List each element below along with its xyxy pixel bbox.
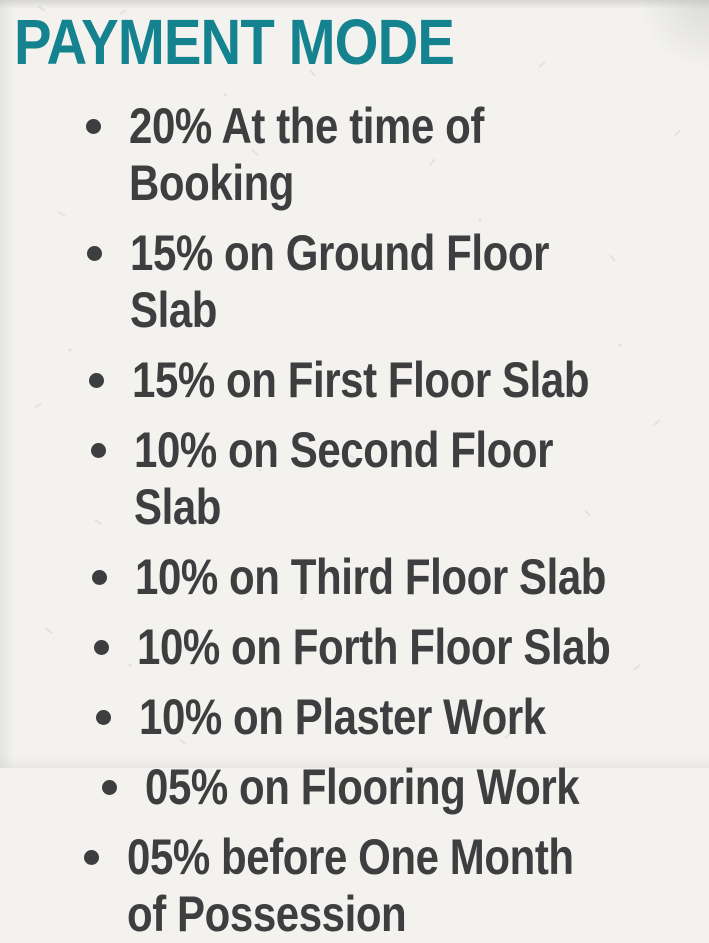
bullet-icon	[84, 850, 99, 865]
list-item-label: 10% on Second Floor Slab	[134, 422, 554, 535]
list-item-label: 15% on First Floor Slab	[132, 352, 590, 408]
list-item-label: 05% before One Month of Possession	[127, 829, 574, 942]
list-item: 05% before One Month of Possession	[84, 829, 709, 943]
list-item: 20% At the time of Booking	[86, 98, 709, 212]
list-item-label: 15% on Ground Floor Slab	[130, 225, 550, 338]
list-item-label: 10% on Plaster Work	[139, 689, 546, 745]
list-item-label: 20% At the time of Booking	[129, 98, 484, 211]
payment-list: 20% At the time of Booking 15% on Ground…	[0, 98, 709, 943]
bullet-icon	[94, 640, 109, 655]
list-item: 15% on Ground Floor Slab	[87, 225, 709, 339]
bullet-icon	[92, 570, 107, 585]
bullet-icon	[102, 780, 117, 795]
bullet-icon	[87, 246, 102, 261]
list-item-label: 10% on Third Floor Slab	[135, 549, 607, 605]
list-item: 10% on Second Floor Slab	[91, 422, 709, 536]
bullet-icon	[86, 119, 101, 134]
bullet-icon	[91, 443, 106, 458]
page-title: PAYMENT MODE	[14, 6, 455, 78]
list-item: 15% on First Floor Slab	[89, 352, 709, 409]
list-item: 10% on Plaster Work	[96, 689, 709, 746]
list-item: 10% on Third Floor Slab	[92, 549, 709, 606]
list-item-label: 10% on Forth Floor Slab	[137, 619, 611, 675]
bullet-icon	[89, 373, 104, 388]
list-item: 10% on Forth Floor Slab	[94, 619, 709, 676]
bullet-icon	[96, 710, 111, 725]
